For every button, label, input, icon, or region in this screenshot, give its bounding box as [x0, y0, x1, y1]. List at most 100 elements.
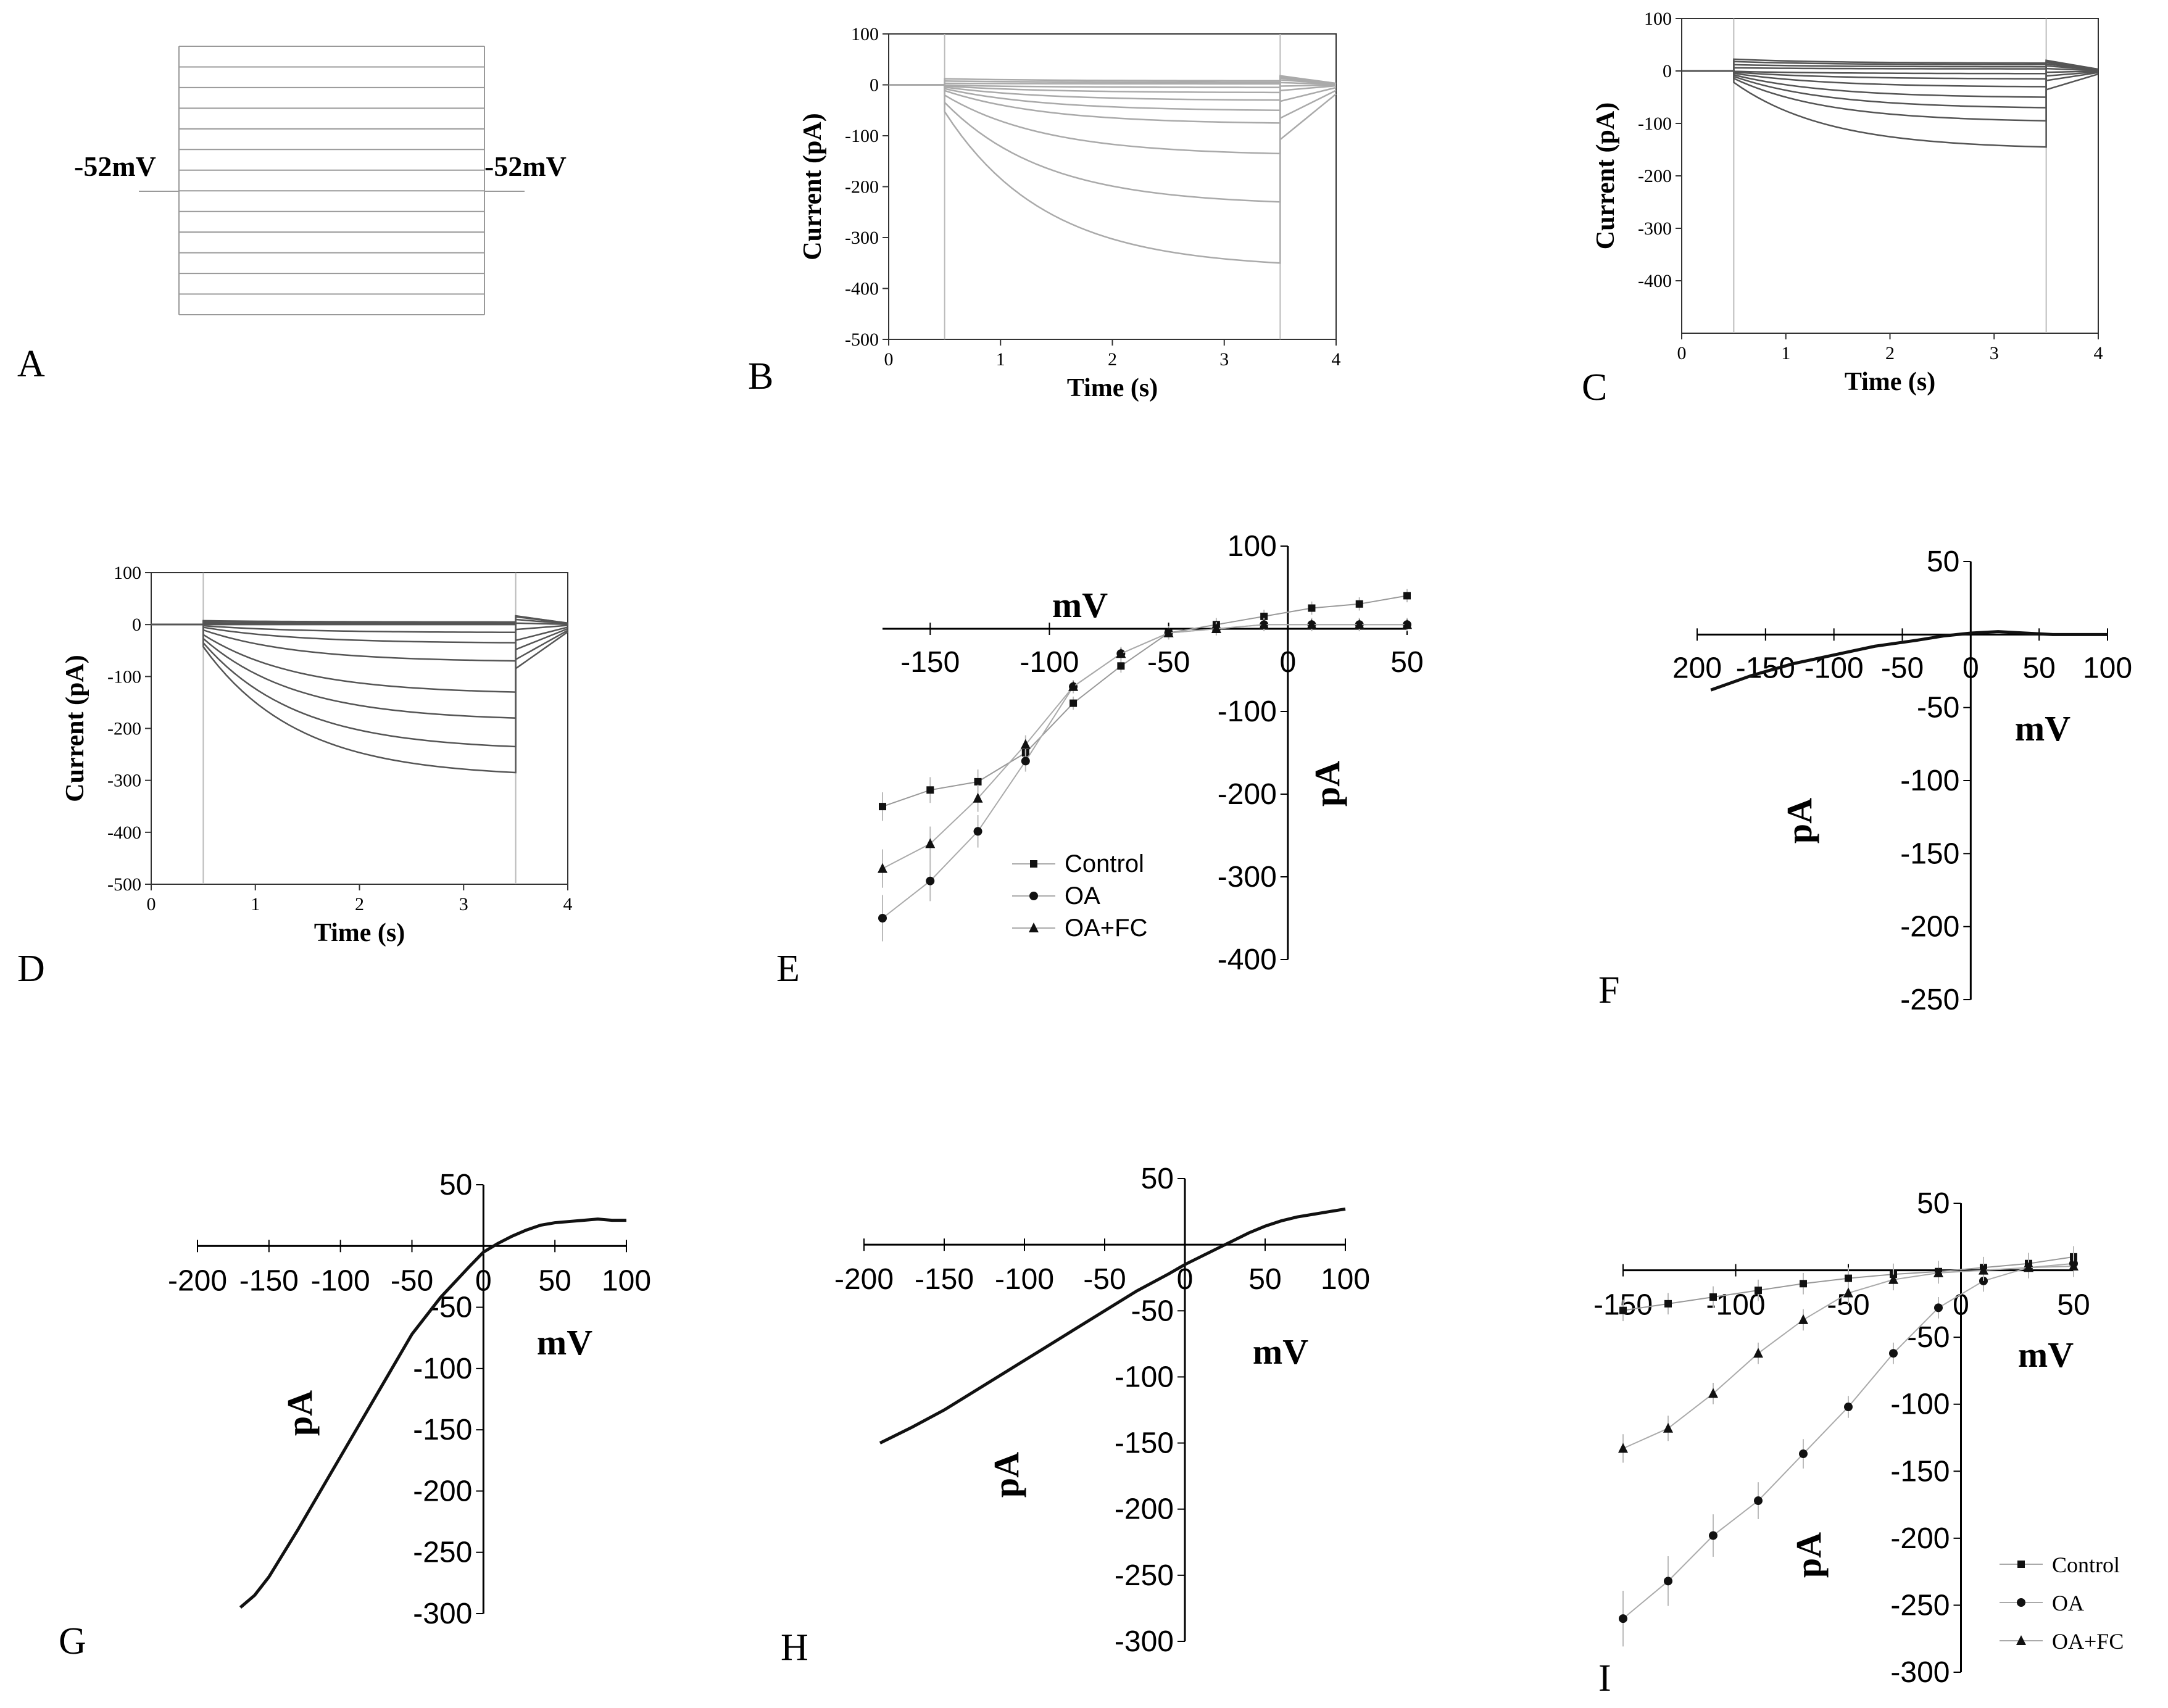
y-tick-label: -200 [1115, 1493, 1174, 1526]
legend-marker [1030, 860, 1037, 868]
x-tick-label: 100 [1321, 1263, 1370, 1296]
y-tick-label: -200 [1218, 778, 1277, 811]
data-point [2024, 1262, 2033, 1272]
y-tick-label: -300 [413, 1598, 472, 1630]
y-tick-label: -200 [1890, 1522, 1950, 1555]
y-axis-label: Current (pA) [1592, 102, 1620, 249]
current-trace [889, 84, 1337, 264]
current-trace [889, 79, 1337, 94]
y-tick-label: -150 [1890, 1455, 1950, 1488]
current-trace [151, 623, 568, 662]
panel-letter-g: G [59, 1620, 86, 1662]
x-tick-label: 1 [1781, 343, 1790, 363]
current-trace [151, 622, 568, 644]
y-tick-label: 0 [870, 75, 879, 96]
data-point [1979, 1264, 1988, 1275]
legend-marker [2017, 1598, 2025, 1607]
data-point [925, 838, 936, 848]
y-tick-label: -50 [1907, 1321, 1950, 1354]
y-tick-label: -100 [107, 666, 141, 687]
plot-frame [151, 572, 568, 885]
x-tick-label: 50 [538, 1264, 571, 1297]
panel-letter-c: C [1582, 367, 1607, 408]
y-tick-label: -50 [1131, 1295, 1174, 1327]
x-tick-label: -50 [1083, 1263, 1126, 1296]
x-axis-label: mV [1052, 585, 1108, 625]
legend-marker [1029, 892, 1038, 900]
y-tick-label: -300 [1638, 218, 1672, 239]
y-tick-label: -300 [1218, 861, 1277, 893]
x-tick-label: 3 [1990, 343, 1999, 363]
data-point [1888, 1274, 1898, 1284]
y-tick-label: -150 [413, 1414, 472, 1446]
x-tick-label: 100 [2083, 652, 2132, 684]
data-point [1211, 623, 1221, 633]
data-point [1799, 1449, 1808, 1459]
data-point [1403, 592, 1411, 600]
data-point [1260, 612, 1268, 620]
data-point [1308, 604, 1316, 612]
data-point [1798, 1314, 1808, 1324]
data-point [973, 792, 983, 803]
x-tick-label: 0 [884, 349, 894, 370]
x-tick-label: -200 [834, 1263, 894, 1296]
current-trace [151, 623, 568, 719]
data-point [1117, 662, 1125, 670]
x-tick-label: -200 [168, 1264, 227, 1297]
data-point [974, 777, 982, 786]
panel-a-protocol: -52mV -52mV [74, 46, 567, 315]
data-point [878, 863, 887, 873]
panel-g-iv-curve: -200 -150 -100 -50 0 50 10050-50-100-150-200-2… [168, 1169, 651, 1630]
x-tick-label: 2 [355, 894, 364, 914]
current-trace [1682, 70, 2099, 122]
y-axis-label: pA [280, 1390, 320, 1436]
y-tick-label: 100 [1227, 530, 1277, 563]
data-point [1116, 648, 1126, 658]
legend-label: Control [2052, 1553, 2120, 1577]
x-tick-label: 50 [1248, 1263, 1281, 1296]
data-point [1619, 1614, 1627, 1623]
current-trace [1682, 63, 2099, 75]
current-trace [889, 84, 1337, 155]
y-tick-label: -100 [845, 126, 879, 146]
x-tick-label: -100 [995, 1263, 1054, 1296]
current-trace [1682, 70, 2099, 148]
holding-voltage-left-label: -52mV [74, 151, 156, 182]
data-point [926, 786, 934, 794]
y-tick-label: -200 [845, 177, 879, 197]
legend-label: OA [1065, 882, 1100, 910]
y-tick-label: -100 [1115, 1361, 1174, 1393]
panel-h-iv-curve: -200 -150 -100 -50 0 50 10050-50-100-150-200-2… [834, 1163, 1370, 1658]
x-tick-label: -100 [1805, 652, 1864, 684]
current-trace [151, 623, 568, 693]
panel-letter-b: B [748, 355, 773, 397]
y-tick-label: -150 [1115, 1427, 1174, 1460]
panel-letter-h: H [781, 1627, 808, 1669]
legend-label: OA+FC [1065, 914, 1147, 942]
y-axis-label: pA [1307, 761, 1347, 806]
data-point [1306, 619, 1317, 629]
iv-curve [239, 1217, 626, 1609]
y-tick-label: -300 [1890, 1656, 1950, 1689]
data-point [1754, 1496, 1763, 1506]
y-tick-label: -400 [1638, 271, 1672, 291]
y-tick-label: 0 [1663, 61, 1672, 81]
x-axis-label: mV [1253, 1332, 1308, 1372]
x-axis-label: Time (s) [1067, 374, 1158, 402]
current-trace [889, 77, 1337, 88]
y-tick-label: -500 [107, 874, 141, 895]
x-tick-label: 0 [1677, 343, 1687, 363]
y-tick-label: 50 [1917, 1187, 1950, 1220]
panel-b-current-traces: 0 1 2 3 4 -500 -400 -300 -200 -100 0 100 Time (s) Cur… [799, 24, 1341, 402]
x-tick-label: -100 [1020, 646, 1079, 679]
data-point [926, 876, 935, 885]
data-point [1800, 1280, 1807, 1288]
x-tick-label: 50 [1390, 646, 1423, 679]
x-tick-label: -150 [1736, 652, 1795, 684]
current-trace [889, 84, 1337, 112]
y-tick-label: -200 [1900, 911, 1959, 943]
data-point [1843, 1287, 1853, 1298]
x-axis-label: Time (s) [1845, 368, 1935, 396]
y-tick-label: -400 [1218, 943, 1277, 976]
y-tick-label: -100 [413, 1353, 472, 1385]
